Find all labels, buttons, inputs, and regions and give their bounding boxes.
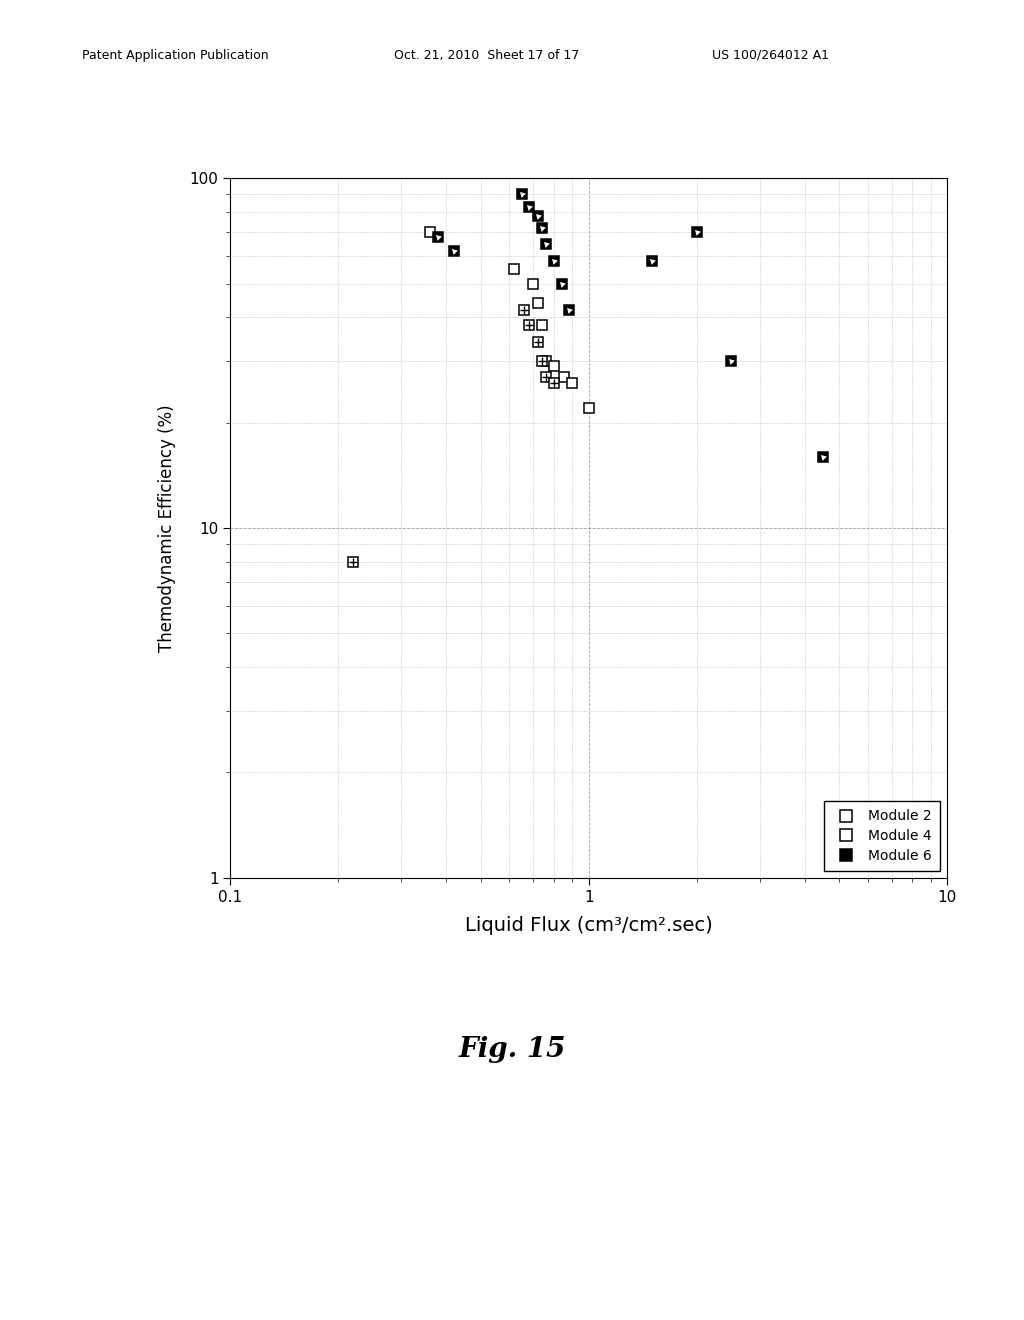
Module 2 [566,375,579,391]
Module 2 [508,261,520,277]
Y-axis label: Themodynamic Efficiency (%): Themodynamic Efficiency (%) [158,404,176,652]
Text: Fig. 15: Fig. 15 [459,1036,565,1063]
Module 2 [548,358,560,374]
Module 2 [557,370,569,385]
Text: Patent Application Publication: Patent Application Publication [82,49,268,62]
Module 2 [531,294,544,310]
Line: Module 2: Module 2 [217,227,594,610]
Module 2 [540,354,552,370]
Legend: Module 2, Module 4, Module 6: Module 2, Module 4, Module 6 [823,801,940,871]
X-axis label: Liquid Flux (cm³/cm².sec): Liquid Flux (cm³/cm².sec) [465,916,713,935]
Module 2 [424,224,436,240]
Module 2 [527,276,540,292]
Module 2 [583,400,595,416]
Text: Oct. 21, 2010  Sheet 17 of 17: Oct. 21, 2010 Sheet 17 of 17 [394,49,580,62]
Module 2 [216,598,228,614]
Module 2 [536,317,548,333]
Text: US 100/264012 A1: US 100/264012 A1 [712,49,828,62]
